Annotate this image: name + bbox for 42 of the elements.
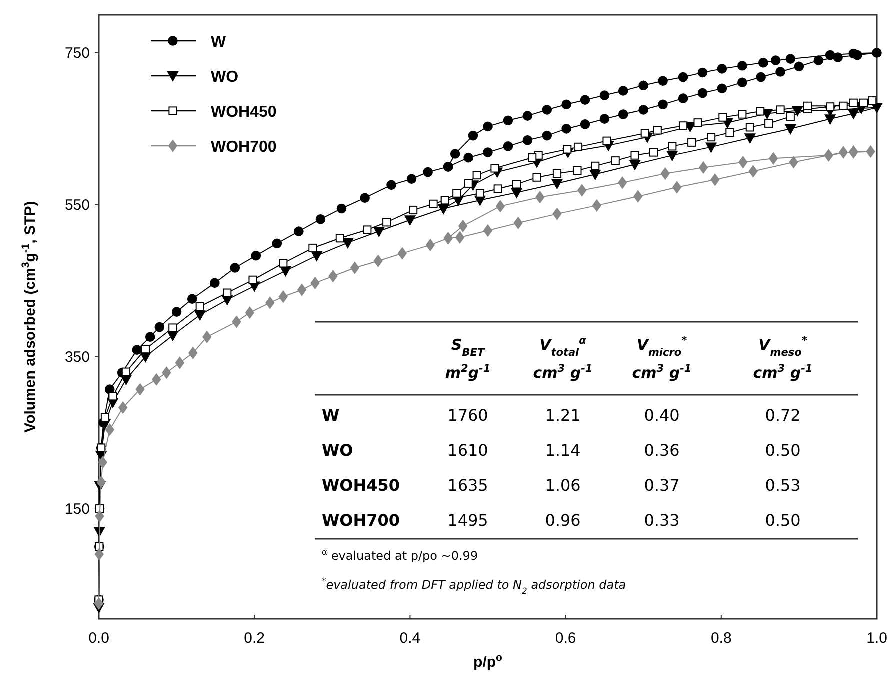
annotation: WOH450 [322,476,400,495]
legend-label: W [211,34,227,51]
y-tick-label: 750 [64,44,90,62]
annotation: m$^{2}$g$^{-1}$ [445,363,491,382]
annotation: 1495 [448,511,488,530]
annotation: 1635 [448,476,488,495]
y-tick-label: 350 [64,348,90,366]
annotation: W [322,406,340,425]
legend-label: WO [211,69,239,86]
annotation: WO [322,441,354,460]
annotation: WOH700 [322,511,400,530]
annotation: 1760 [448,406,488,425]
legend-label: WOH700 [211,139,277,156]
annotation: cm$^{3}$ g$^{-1}$ [632,363,692,382]
x-tick-label: 0.4 [400,630,421,647]
annotation: 0.53 [765,476,801,495]
x-tick-label: 0.8 [710,630,732,647]
annotation: 0.37 [644,476,680,495]
x-tick-label: 1.0 [866,630,888,647]
annotation: $^{*}$evaluated from DFT applied to N$_{2}$ adsorption data [322,576,626,596]
y-tick-label: 550 [64,196,90,214]
x-tick-label: 0.6 [555,630,576,647]
legend-label: WOH450 [211,104,277,121]
annotation: $^{α}$ evaluated at p/po ~0.99 [322,547,478,563]
annotation: 1610 [448,441,488,460]
annotation: 1.06 [545,476,581,495]
annotation: cm$^{3}$ g$^{-1}$ [753,363,813,382]
annotation: 0.40 [644,406,680,425]
y-tick-label: 150 [64,500,90,518]
annotation: S$_{BET}$ [451,336,486,359]
annotation: 0.96 [545,511,581,530]
annotation: 0.72 [765,406,801,425]
annotation: 0.33 [644,511,680,530]
annotation: 1.14 [545,441,581,460]
x-tick-label: 0.2 [244,630,266,647]
annotation: 1.21 [545,406,581,425]
x-axis-title: p/p$^{o}$ [474,652,502,671]
x-tick-label: 0.0 [88,630,110,647]
annotation: 0.36 [644,441,680,460]
annotation: 0.50 [765,511,801,530]
annotation: cm$^{3}$ g$^{-1}$ [533,363,593,382]
annotation: 0.50 [765,441,801,460]
